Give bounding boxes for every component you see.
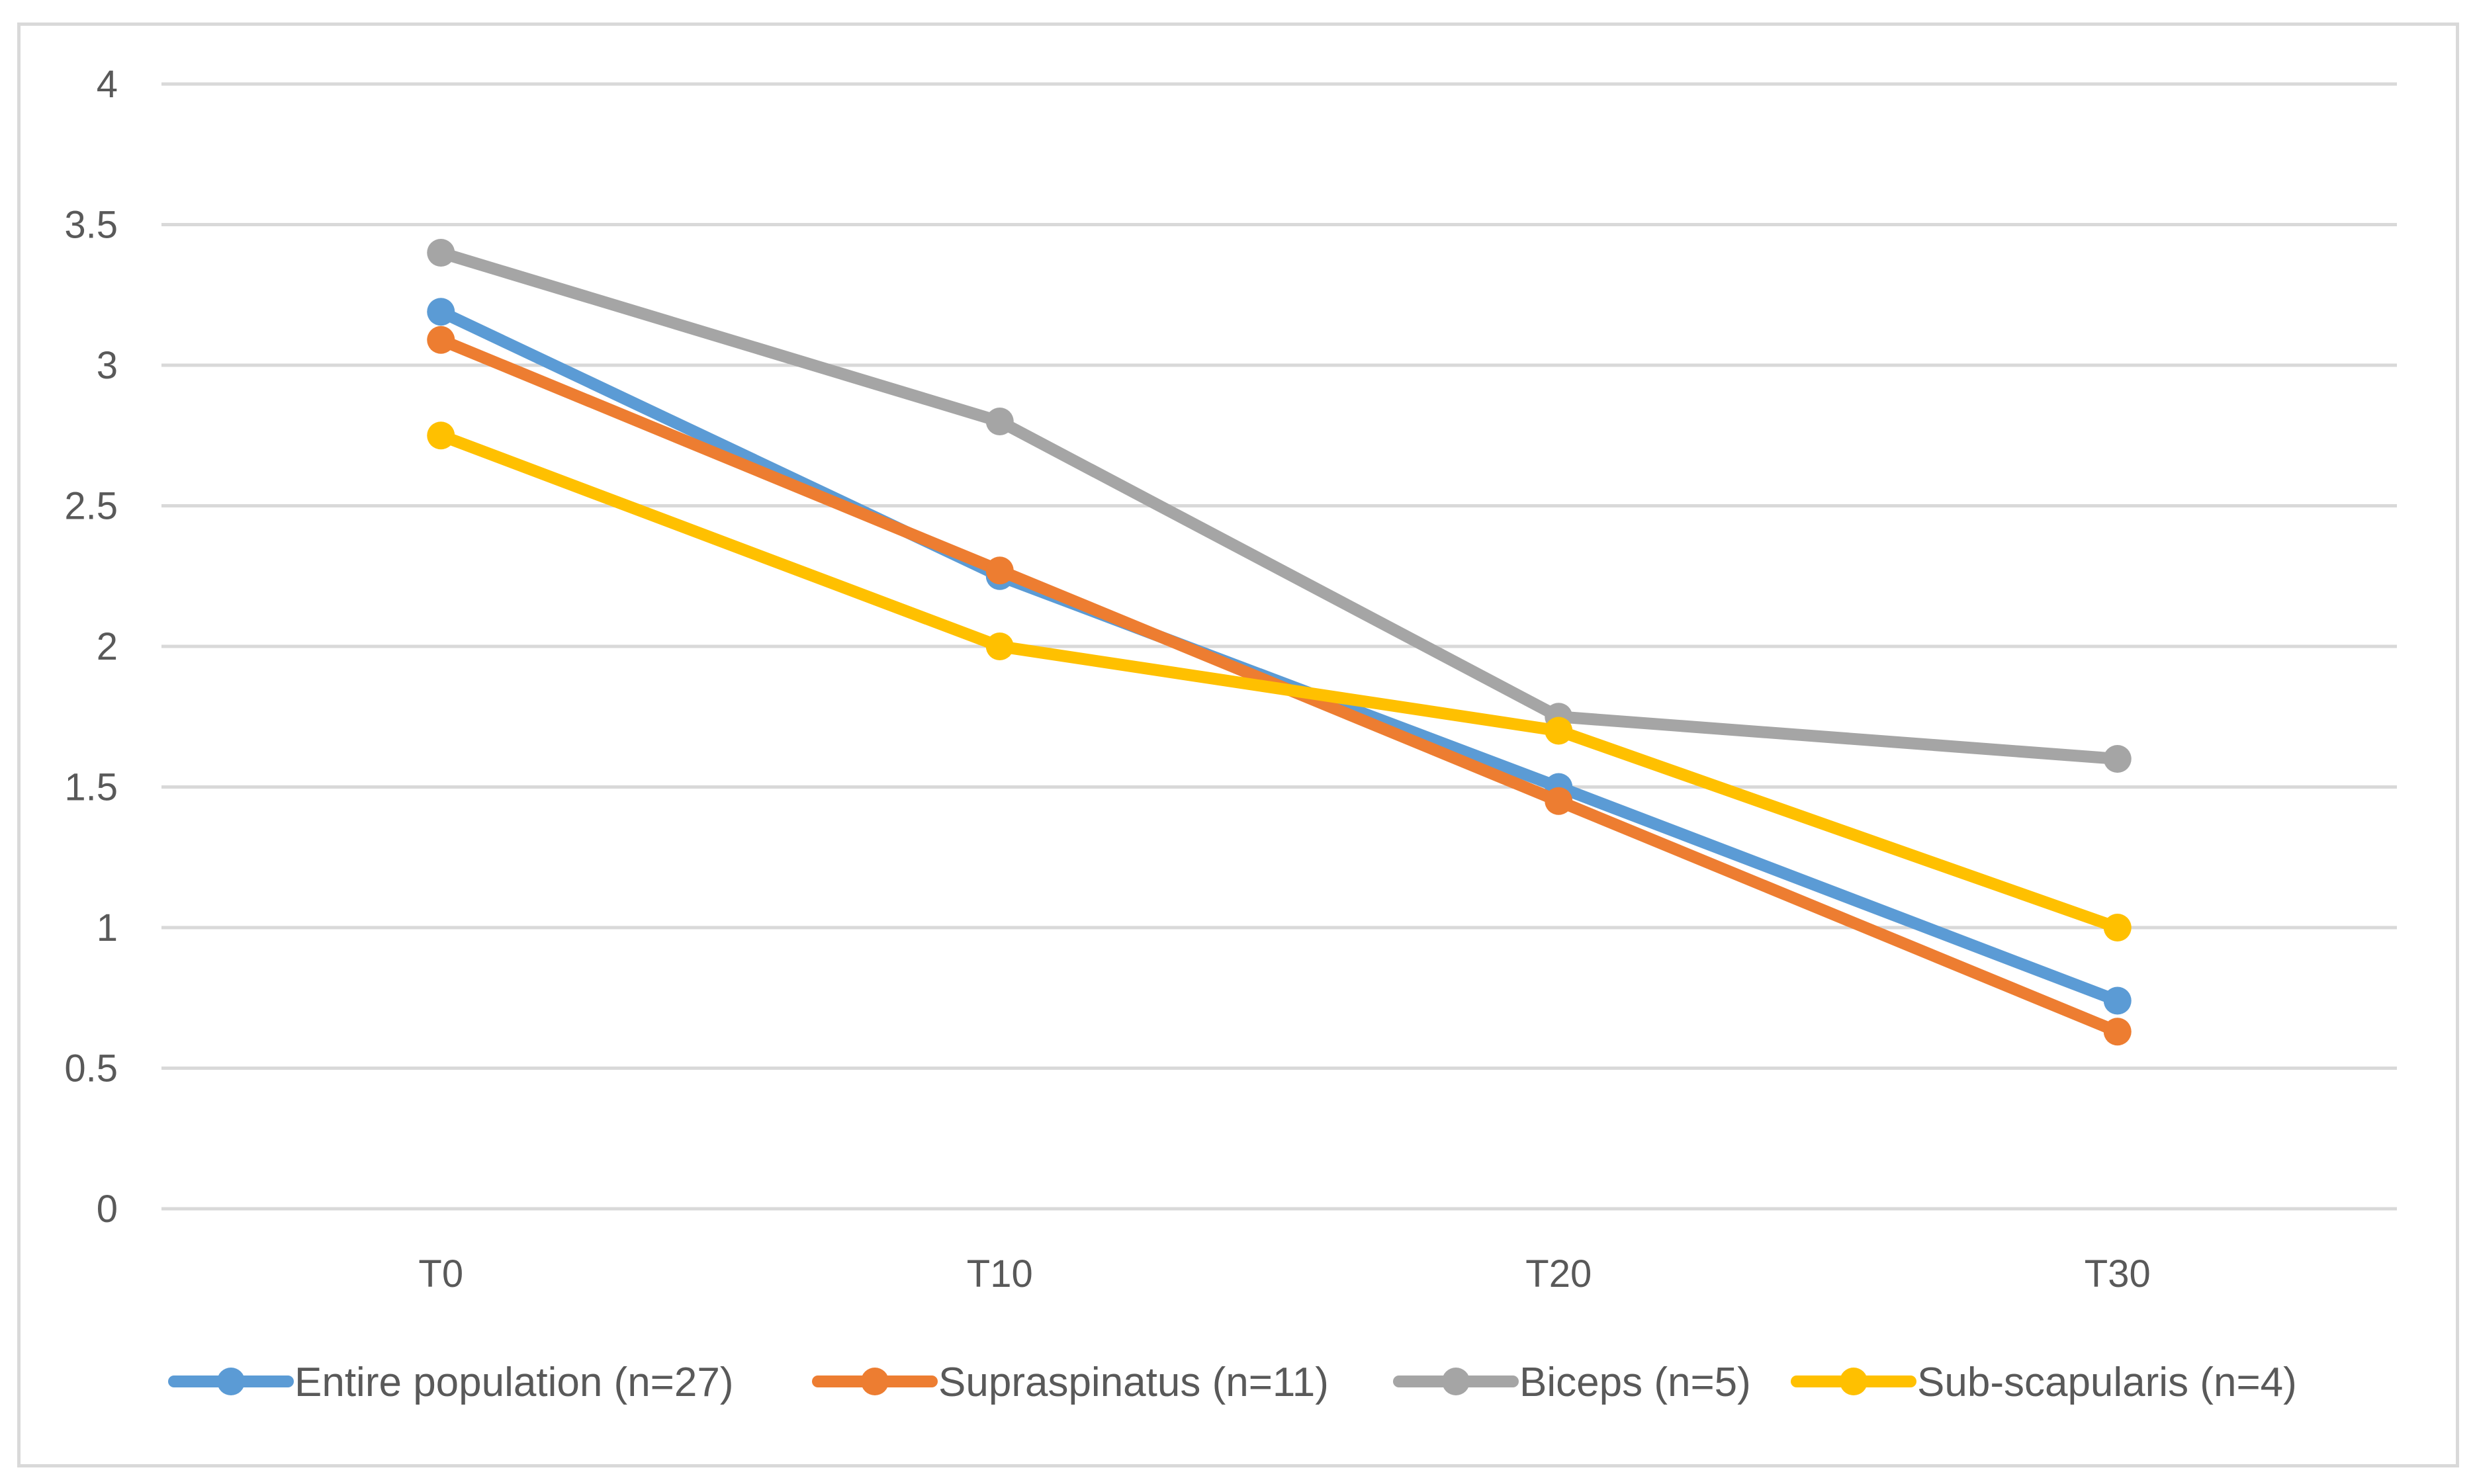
data-point (2103, 745, 2132, 773)
y-tick-label: 2 (97, 625, 118, 668)
data-point (427, 421, 455, 450)
data-point (427, 298, 455, 326)
legend-label: Entire population (n=27) (294, 1360, 734, 1405)
chart-frame (17, 22, 2459, 1467)
data-point (985, 633, 1014, 660)
x-axis-ticks: T0 T10 T20 T30 (418, 1252, 2150, 1295)
legend-item: Biceps (n=5) (1393, 1360, 1751, 1405)
x-tick-label: T0 (418, 1252, 463, 1295)
x-tick-label: T20 (1525, 1252, 1592, 1295)
data-point (2103, 986, 2132, 1015)
y-tick-label: 3 (97, 344, 118, 387)
y-tick-label: 1.5 (64, 766, 118, 809)
y-tick-label: 2.5 (64, 485, 118, 528)
y-axis-ticks: 0 0.5 1 1.5 2 2.5 3 3.5 4 (64, 63, 118, 1231)
y-tick-label: 3.5 (64, 204, 118, 247)
legend-item: Sub-scapularis (n=4) (1791, 1360, 2297, 1405)
data-point (985, 556, 1014, 585)
legend-label: Supraspinatus (n=11) (938, 1360, 1329, 1405)
x-tick-label: T10 (967, 1252, 1033, 1295)
legend-marker (217, 1368, 245, 1395)
y-tick-label: 0 (97, 1188, 118, 1231)
y-tick-label: 4 (97, 63, 118, 106)
data-point (985, 408, 1014, 435)
series-line (435, 306, 2124, 1007)
data-point (2103, 914, 2132, 941)
data-point (427, 239, 455, 267)
data-point (2103, 1018, 2132, 1046)
legend-marker (1442, 1368, 1470, 1395)
data-point (427, 326, 455, 354)
y-tick-label: 0.5 (64, 1047, 118, 1090)
series-0 (427, 298, 2132, 1015)
series-3 (427, 421, 2132, 941)
legend-marker (1840, 1368, 1868, 1395)
series-line (435, 247, 2124, 765)
series-line (435, 429, 2124, 934)
gridlines (161, 82, 2397, 1211)
legend-item: Entire population (n=27) (168, 1360, 734, 1405)
legend-marker (861, 1368, 889, 1395)
data-point (1545, 787, 1573, 815)
data-point (1545, 717, 1573, 745)
series-lines (427, 239, 2132, 1046)
legend-label: Sub-scapularis (n=4) (1917, 1360, 2297, 1405)
x-tick-label: T30 (2085, 1252, 2151, 1295)
legend: Entire population (n=27) Supraspinatus (n… (168, 1360, 2297, 1405)
legend-item: Supraspinatus (n=11) (812, 1360, 1329, 1405)
legend-label: Biceps (n=5) (1519, 1360, 1751, 1405)
y-tick-label: 1 (97, 906, 118, 949)
